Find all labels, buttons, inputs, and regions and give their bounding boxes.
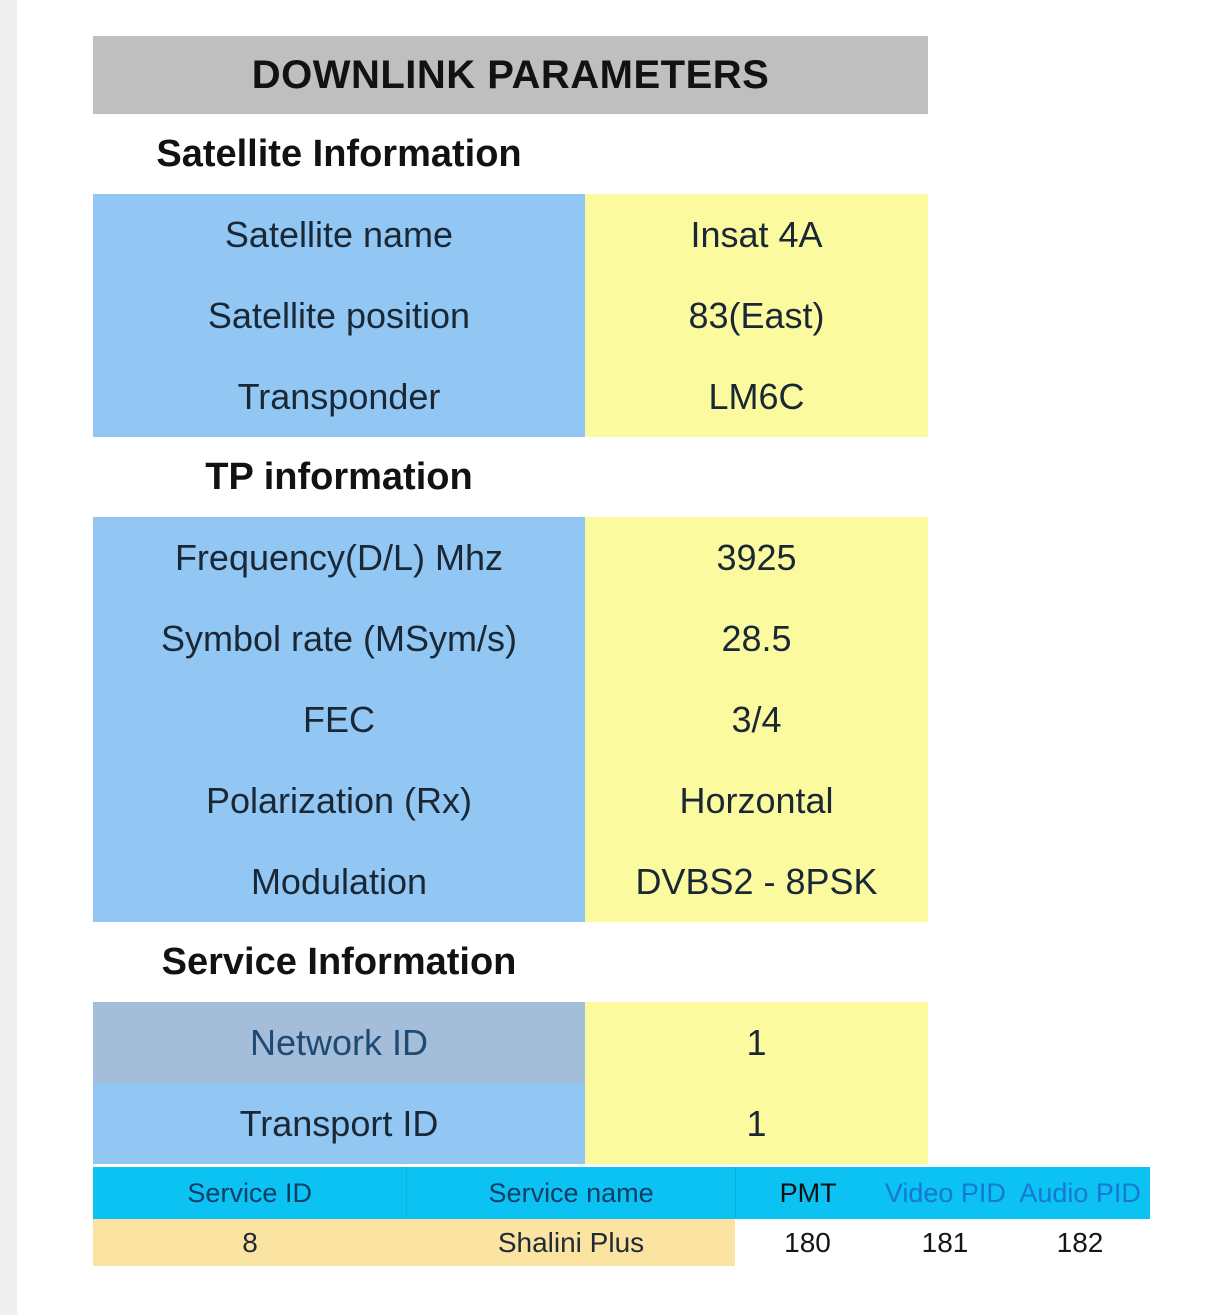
cell-service-id: 8 bbox=[93, 1219, 407, 1266]
section-heading-service-information: Service Information bbox=[161, 940, 517, 983]
left-margin-strip bbox=[0, 0, 17, 1315]
row-value: Insat 4A bbox=[585, 194, 928, 275]
row-label: Frequency(D/L) Mhz bbox=[93, 517, 585, 598]
column-header-pmt: PMT bbox=[735, 1167, 881, 1219]
row-value: Horzontal bbox=[585, 760, 928, 841]
row-value: DVBS2 - 8PSK bbox=[585, 841, 928, 922]
row-label: Polarization (Rx) bbox=[93, 760, 585, 841]
row-label: Network ID bbox=[93, 1002, 585, 1083]
column-header-service-name: Service name bbox=[407, 1167, 736, 1219]
row-value: 83(East) bbox=[585, 275, 928, 356]
table-row: Transponder LM6C bbox=[93, 356, 928, 437]
row-value: 28.5 bbox=[585, 598, 928, 679]
table-row: FEC 3/4 bbox=[93, 679, 928, 760]
table-row-transport-id: Transport ID 1 bbox=[93, 1083, 928, 1164]
service-table-data-row: 8 Shalini Plus 180 181 182 bbox=[93, 1219, 1150, 1266]
column-header-audio-pid: Audio PID bbox=[1010, 1167, 1150, 1219]
row-value: 3/4 bbox=[585, 679, 928, 760]
row-label: Transponder bbox=[93, 356, 585, 437]
row-value: LM6C bbox=[585, 356, 928, 437]
row-label: Symbol rate (MSym/s) bbox=[93, 598, 585, 679]
table-row: Satellite name Insat 4A bbox=[93, 194, 928, 275]
service-list-table: Service ID Service name PMT Video PID Au… bbox=[93, 1167, 1150, 1266]
page-title-bar: DOWNLINK PARAMETERS bbox=[93, 36, 928, 114]
row-label: Transport ID bbox=[93, 1083, 585, 1164]
cell-pmt: 180 bbox=[735, 1219, 880, 1266]
row-label: Modulation bbox=[93, 841, 585, 922]
cell-service-name: Shalini Plus bbox=[407, 1219, 735, 1266]
column-header-video-pid: Video PID bbox=[880, 1167, 1011, 1219]
column-header-service-id: Service ID bbox=[93, 1167, 408, 1219]
table-row: Modulation DVBS2 - 8PSK bbox=[93, 841, 928, 922]
page-title: DOWNLINK PARAMETERS bbox=[251, 52, 770, 97]
table-row: Polarization (Rx) Horzontal bbox=[93, 760, 928, 841]
section-heading-satellite-information: Satellite Information bbox=[156, 132, 522, 175]
row-label: Satellite position bbox=[93, 275, 585, 356]
row-value: 1 bbox=[585, 1083, 928, 1164]
cell-audio-pid: 182 bbox=[1010, 1219, 1150, 1266]
cell-video-pid: 181 bbox=[880, 1219, 1010, 1266]
row-value: 3925 bbox=[585, 517, 928, 598]
tp-information-table: Frequency(D/L) Mhz 3925 Symbol rate (MSy… bbox=[93, 517, 928, 922]
table-row: Satellite position 83(East) bbox=[93, 275, 928, 356]
table-row: Frequency(D/L) Mhz 3925 bbox=[93, 517, 928, 598]
table-row: Symbol rate (MSym/s) 28.5 bbox=[93, 598, 928, 679]
section-heading-tp-information: TP information bbox=[205, 455, 473, 498]
row-label: Satellite name bbox=[93, 194, 585, 275]
row-label: FEC bbox=[93, 679, 585, 760]
row-value: 1 bbox=[585, 1002, 928, 1083]
service-table-header-row: Service ID Service name PMT Video PID Au… bbox=[93, 1167, 1150, 1219]
satellite-information-table: Satellite name Insat 4A Satellite positi… bbox=[93, 194, 928, 437]
service-information-table: Network ID 1 Transport ID 1 bbox=[93, 1002, 928, 1164]
downlink-parameters-panel: DOWNLINK PARAMETERS Satellite Informatio… bbox=[93, 0, 1150, 1266]
table-row-network-id: Network ID 1 bbox=[93, 1002, 928, 1083]
